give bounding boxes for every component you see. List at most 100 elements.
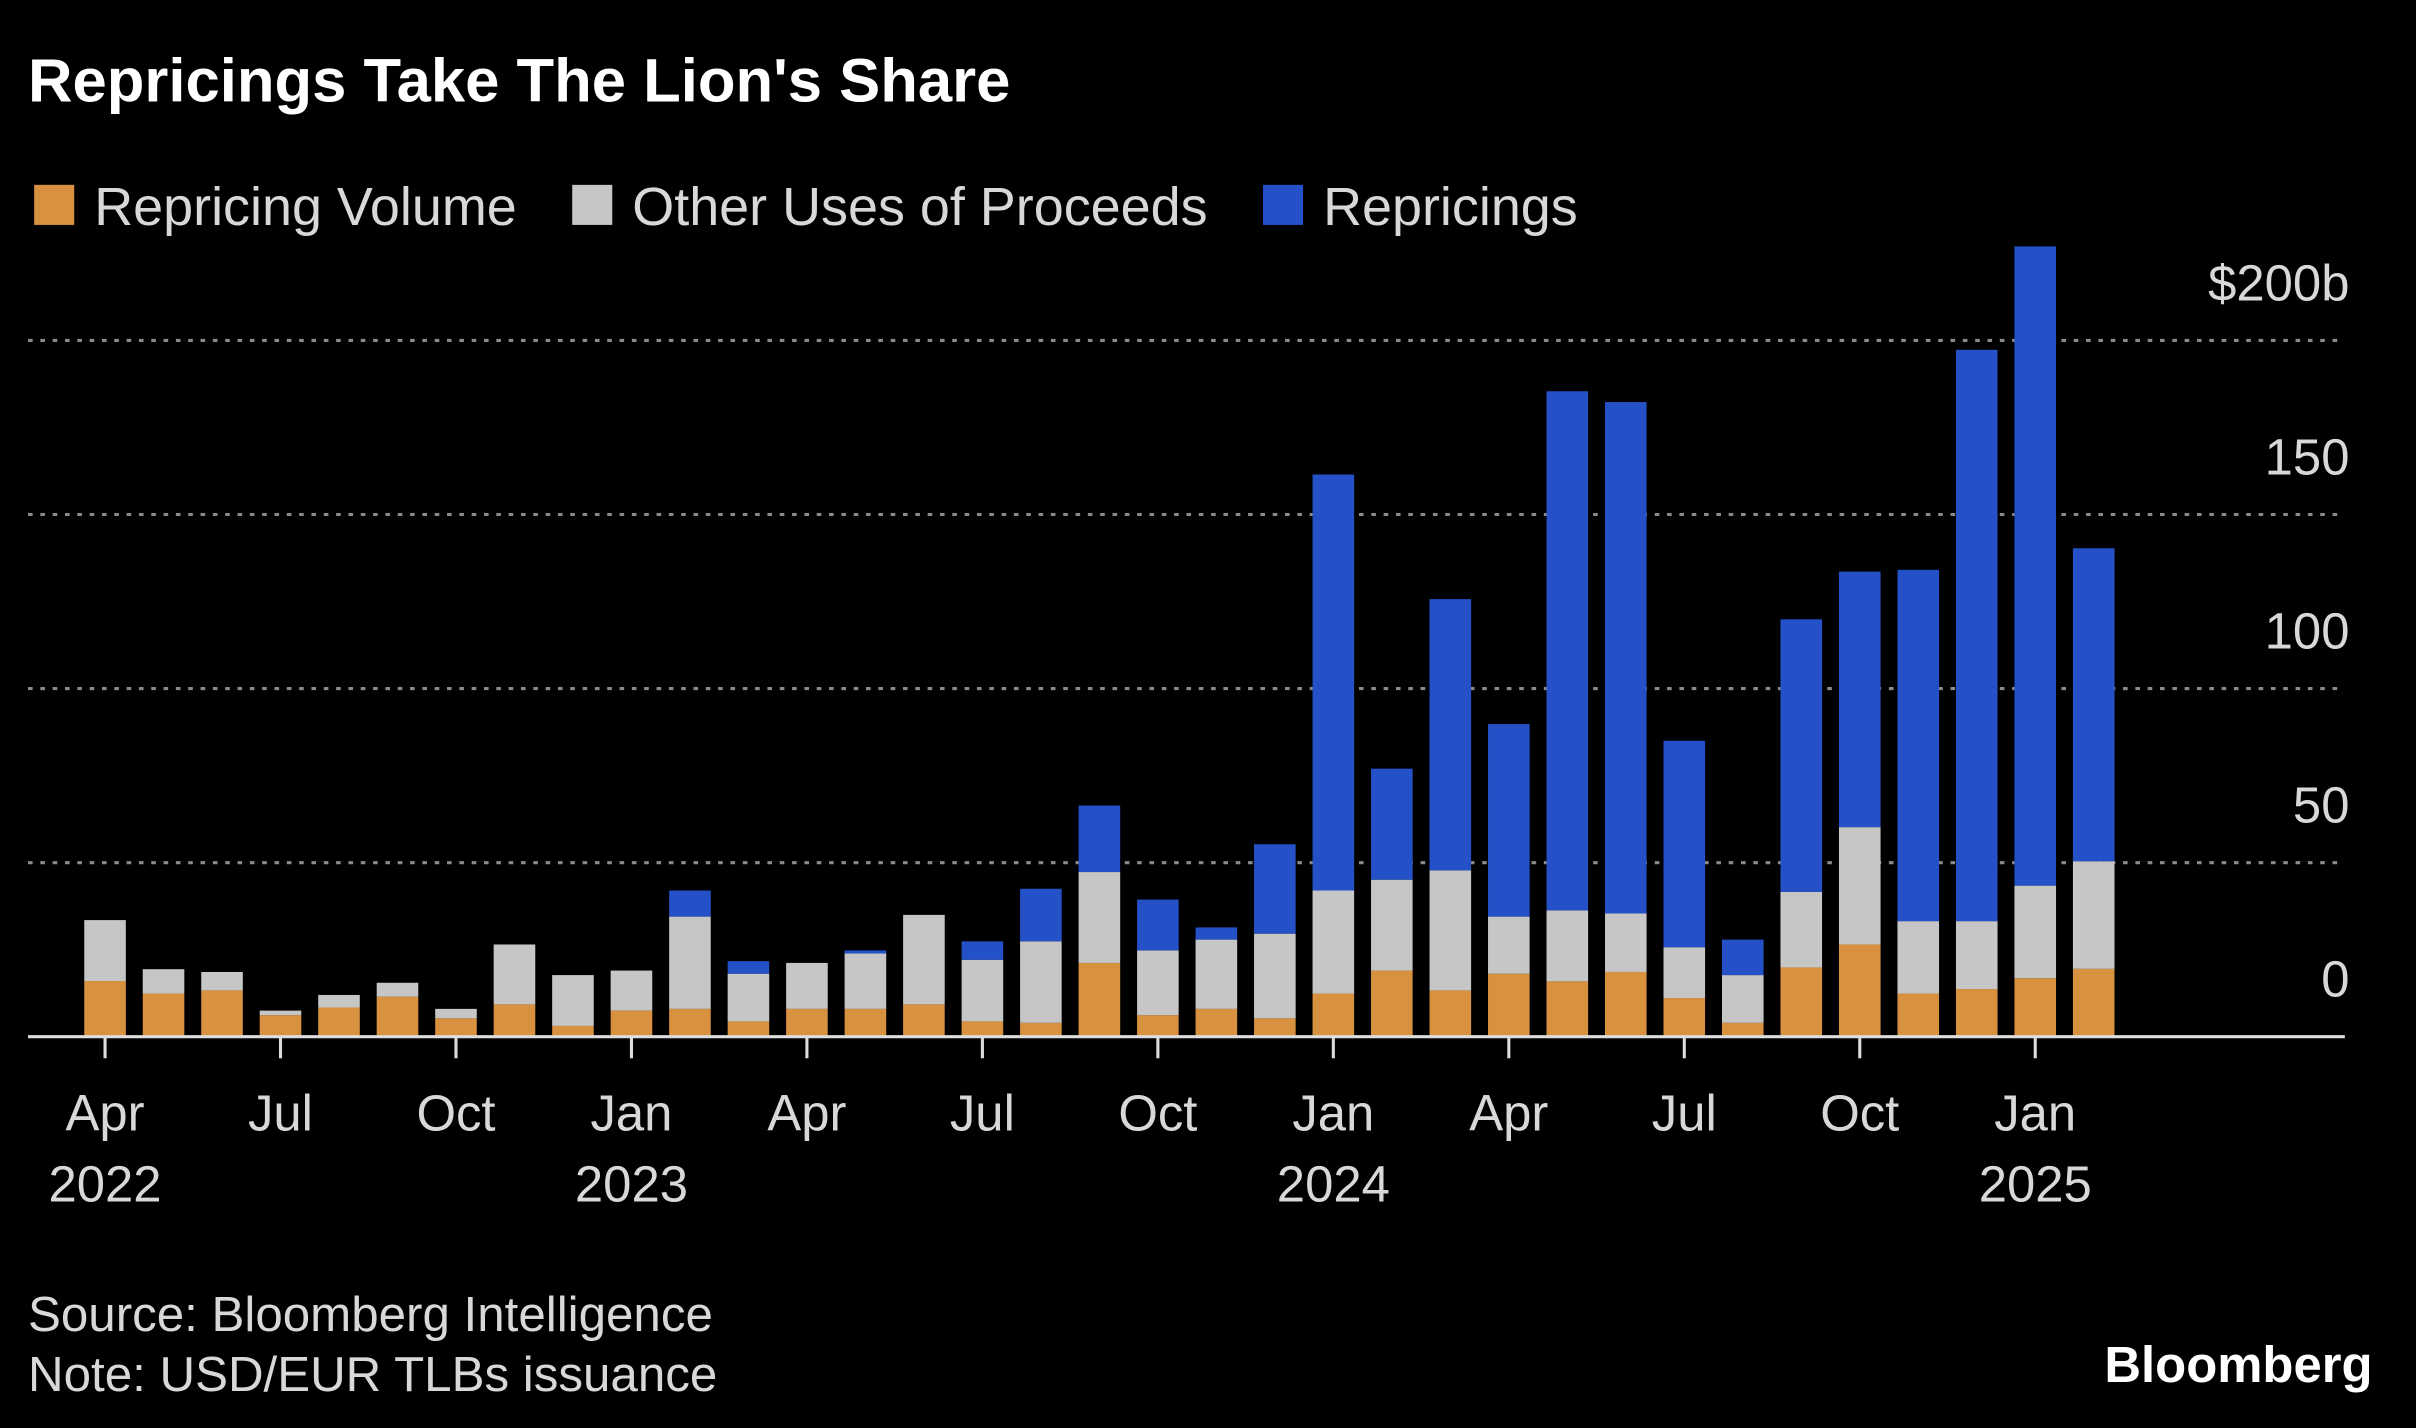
x-tick-label: Jul <box>950 1085 1015 1142</box>
bar-segment <box>1312 890 1355 994</box>
bar-segment <box>1137 1015 1179 1037</box>
legend-swatch <box>572 184 613 225</box>
bar-segment <box>2014 885 2057 979</box>
bar-segment <box>1838 827 1881 945</box>
bar-segment <box>786 962 828 1009</box>
bar-segment <box>1020 1022 1062 1037</box>
bar-segment <box>2014 246 2057 886</box>
bar-segment <box>903 1004 945 1037</box>
y-tick-label: $200b <box>2208 254 2349 311</box>
x-tick-label-line: 2024 <box>1277 1156 1390 1213</box>
x-tick-label-line: Oct <box>1118 1085 1197 1142</box>
bar-segment <box>1955 989 1998 1037</box>
bar-segment <box>493 1004 536 1037</box>
bar-segment <box>1371 879 1413 971</box>
x-tick-label: Apr 2022 <box>48 1085 161 1213</box>
bar-segment <box>1897 921 1940 994</box>
bar-segment <box>1721 975 1764 1023</box>
bar-segment <box>1488 973 1530 1037</box>
legend-swatch <box>34 184 75 225</box>
bar-segment <box>376 982 419 997</box>
brand: Bloomberg <box>2104 1336 2372 1393</box>
x-tick-label-line: Jul <box>1652 1085 1717 1142</box>
bar-segment <box>1078 805 1121 873</box>
bar-segment <box>1020 941 1062 1023</box>
x-tick-label-line: Oct <box>416 1085 495 1142</box>
bar-segment <box>84 920 126 982</box>
x-tick-label-line: Jan <box>590 1085 672 1142</box>
bar-segment <box>142 969 185 994</box>
bar-segment <box>1663 947 1706 999</box>
bar-segment <box>961 941 1004 960</box>
bar-segment <box>1663 998 1706 1037</box>
bar-segment <box>1546 981 1589 1037</box>
bar-segment <box>1254 844 1296 934</box>
x-tick-label-line: Apr <box>767 1085 846 1142</box>
bar-segment <box>610 970 653 1011</box>
bar-segment <box>844 953 887 1009</box>
bar-segment <box>201 990 243 1037</box>
bar-segment <box>1605 402 1647 914</box>
bar-segment <box>1429 870 1472 991</box>
bar-segment <box>610 1010 653 1037</box>
bar-segment <box>961 1021 1004 1037</box>
x-tick-label-line: 2025 <box>1979 1156 2092 1213</box>
x-tick-label-line: Apr <box>65 1085 144 1142</box>
bar-segment <box>669 890 711 917</box>
bar-segment <box>844 1008 887 1037</box>
y-tick-label: 150 <box>2265 428 2350 485</box>
bar-segment <box>1195 1008 1238 1037</box>
x-tick-label: Oct <box>1820 1085 1899 1142</box>
bar-segment <box>1838 944 1881 1037</box>
y-tick-label: 50 <box>2293 777 2350 834</box>
bar-segment <box>1429 990 1472 1037</box>
bar-segment <box>1605 971 1647 1037</box>
bar-segment <box>1546 910 1589 982</box>
bar-segment <box>1195 939 1238 1009</box>
bar-segment <box>1721 939 1764 976</box>
bar-segment <box>1780 619 1823 892</box>
x-tick-label-line: Oct <box>1820 1085 1899 1142</box>
bar-segment <box>493 944 536 1005</box>
bar-segment <box>2072 968 2115 1037</box>
bar-segment <box>1312 474 1355 891</box>
x-tick-label-line: 2023 <box>575 1156 688 1213</box>
x-tick-label: Jan 2024 <box>1277 1085 1390 1213</box>
bar-segment <box>1312 993 1355 1037</box>
bar-segment <box>1663 740 1706 948</box>
bar-segment <box>318 1007 360 1037</box>
bar-segment <box>1371 970 1413 1037</box>
x-tick-label: Jul <box>1652 1085 1717 1142</box>
x-tick-label: Oct <box>1118 1085 1197 1142</box>
bar-segment <box>961 959 1004 1022</box>
x-tick-label-line: Jul <box>248 1085 313 1142</box>
bar-segment <box>1488 724 1530 917</box>
chart-title: Repricings Take The Lion's Share <box>28 47 1010 116</box>
bar-segment <box>2072 861 2115 969</box>
bar-segment <box>844 950 887 954</box>
bar-segment <box>1897 569 1940 922</box>
source: Source: Bloomberg Intelligence <box>28 1287 713 1342</box>
bar-segment <box>201 971 243 991</box>
bar-segment <box>2014 978 2057 1037</box>
bar-segment <box>1780 891 1823 968</box>
bar-segment <box>1546 391 1589 911</box>
bar-segment <box>1020 888 1062 942</box>
x-tick-label: Jan 2025 <box>1979 1085 2092 1213</box>
x-tick-label-line: Jul <box>950 1085 1015 1142</box>
bar-segment <box>669 916 711 1009</box>
bar-segment <box>376 996 419 1037</box>
bar-segment <box>1605 913 1647 972</box>
bar-segment <box>1838 571 1881 828</box>
bar-segment <box>1780 967 1823 1037</box>
bar-segment <box>1955 349 1998 922</box>
bar-segment <box>1254 1018 1296 1037</box>
legend-label: Repricing Volume <box>94 177 517 237</box>
note: Note: USD/EUR TLBs issuance <box>28 1347 717 1402</box>
x-tick-label: Jan 2023 <box>575 1085 688 1213</box>
x-tick-label-line: Jan <box>1994 1085 2076 1142</box>
legend-label: Other Uses of Proceeds <box>632 177 1207 237</box>
y-tick-label: 0 <box>2321 951 2349 1008</box>
